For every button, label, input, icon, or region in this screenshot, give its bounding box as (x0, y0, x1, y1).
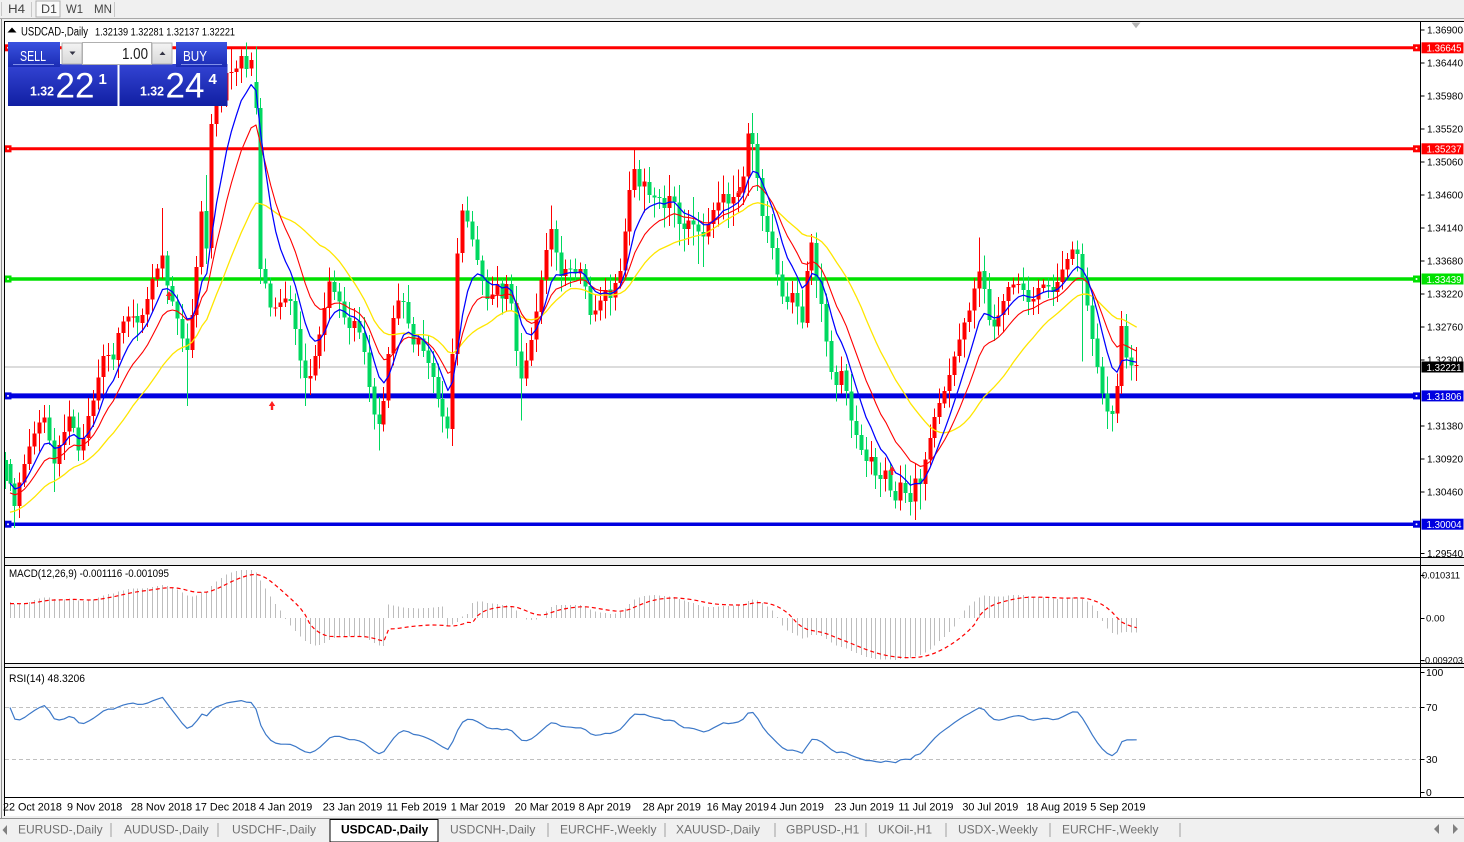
svg-text:1.36645: 1.36645 (1427, 44, 1462, 55)
svg-text:70: 70 (1426, 703, 1438, 714)
svg-text:EURCHF-,Weekly: EURCHF-,Weekly (560, 823, 656, 837)
svg-text:23 Jun 2019: 23 Jun 2019 (835, 802, 894, 814)
svg-text:28 Apr 2019: 28 Apr 2019 (643, 802, 701, 814)
svg-text:5 Sep 2019: 5 Sep 2019 (1090, 802, 1145, 814)
svg-text:1 Mar 2019: 1 Mar 2019 (451, 802, 506, 814)
svg-text:20 Mar 2019: 20 Mar 2019 (515, 802, 576, 814)
svg-text:22 Oct 2018: 22 Oct 2018 (3, 802, 62, 814)
svg-text:1.35520: 1.35520 (1427, 124, 1463, 135)
svg-text:1.31806: 1.31806 (1427, 392, 1462, 403)
svg-text:RSI(14) 48.3206: RSI(14) 48.3206 (9, 673, 85, 685)
svg-text:1.30460: 1.30460 (1427, 487, 1463, 498)
svg-text:23 Jan 2019: 23 Jan 2019 (323, 802, 382, 814)
svg-text:1.33680: 1.33680 (1427, 256, 1463, 267)
svg-text:4 Jan 2019: 4 Jan 2019 (259, 802, 312, 814)
svg-text:1.33220: 1.33220 (1427, 289, 1463, 300)
svg-text:1.32139 1.32281 1.32137 1.3222: 1.32139 1.32281 1.32137 1.32221 (95, 27, 235, 39)
svg-text:SELL: SELL (20, 48, 46, 65)
svg-text:22: 22 (56, 67, 95, 106)
svg-text:1.32300: 1.32300 (1427, 355, 1463, 366)
svg-text:-0.009203: -0.009203 (1422, 656, 1463, 667)
svg-text:1.32: 1.32 (30, 84, 54, 99)
svg-text:1.35060: 1.35060 (1427, 157, 1463, 168)
svg-text:1: 1 (99, 71, 107, 88)
svg-text:XAUUSD-,Daily: XAUUSD-,Daily (676, 823, 760, 837)
svg-text:USDCAD-,Daily: USDCAD-,Daily (21, 27, 88, 39)
svg-text:4: 4 (209, 71, 218, 88)
svg-text:11 Feb 2019: 11 Feb 2019 (387, 802, 447, 814)
svg-text:30 Jul 2019: 30 Jul 2019 (962, 802, 1018, 814)
svg-text:11 Jul 2019: 11 Jul 2019 (898, 802, 953, 814)
svg-text:1.30004: 1.30004 (1427, 520, 1462, 531)
svg-text:9 Nov 2018: 9 Nov 2018 (67, 802, 122, 814)
svg-text:GBPUSD-,H1: GBPUSD-,H1 (786, 823, 860, 837)
svg-text:MN: MN (94, 4, 112, 16)
svg-text:1.32: 1.32 (140, 84, 164, 99)
svg-text:USDCHF-,Daily: USDCHF-,Daily (232, 823, 316, 837)
svg-text:USDCNH-,Daily: USDCNH-,Daily (450, 823, 535, 837)
svg-text:30: 30 (1426, 755, 1438, 766)
svg-text:0: 0 (1426, 788, 1432, 799)
svg-text:1.35980: 1.35980 (1427, 91, 1463, 102)
svg-text:1.33439: 1.33439 (1427, 275, 1462, 286)
svg-text:1.32760: 1.32760 (1427, 322, 1463, 333)
svg-text:USDCAD-,Daily: USDCAD-,Daily (341, 823, 429, 837)
svg-text:24: 24 (166, 67, 205, 106)
svg-text:0.010311: 0.010311 (1422, 571, 1460, 582)
svg-text:17 Dec 2018: 17 Dec 2018 (195, 802, 256, 814)
svg-text:1.31380: 1.31380 (1427, 421, 1463, 432)
svg-text:1.34600: 1.34600 (1427, 190, 1463, 201)
svg-text:1.36900: 1.36900 (1427, 25, 1463, 36)
svg-text:UKOil-,H1: UKOil-,H1 (878, 823, 932, 837)
svg-text:EURUSD-,Daily: EURUSD-,Daily (18, 823, 103, 837)
svg-text:18 Aug 2019: 18 Aug 2019 (1026, 802, 1087, 814)
svg-text:D1: D1 (41, 4, 57, 16)
svg-text:1.35237: 1.35237 (1427, 145, 1462, 156)
svg-text:EURCHF-,Weekly: EURCHF-,Weekly (1062, 823, 1158, 837)
svg-text:16 May 2019: 16 May 2019 (707, 802, 769, 814)
svg-text:USDX-,Weekly: USDX-,Weekly (958, 823, 1038, 837)
svg-text:1.34140: 1.34140 (1427, 223, 1463, 234)
svg-text:H4: H4 (8, 4, 26, 16)
svg-text:1.32221: 1.32221 (1427, 363, 1462, 374)
svg-text:1.36440: 1.36440 (1427, 58, 1463, 69)
svg-text:1.29540: 1.29540 (1427, 549, 1463, 560)
svg-text:1.30920: 1.30920 (1427, 454, 1463, 465)
svg-text:AUDUSD-,Daily: AUDUSD-,Daily (124, 823, 209, 837)
svg-text:W1: W1 (66, 4, 83, 16)
svg-text:28 Nov 2018: 28 Nov 2018 (131, 802, 192, 814)
svg-text:8 Apr 2019: 8 Apr 2019 (579, 802, 631, 814)
svg-text:MACD(12,26,9) -0.001116 -0.001: MACD(12,26,9) -0.001116 -0.001095 (9, 568, 169, 580)
svg-text:0.00: 0.00 (1426, 614, 1445, 625)
svg-text:4 Jun 2019: 4 Jun 2019 (771, 802, 824, 814)
svg-text:100: 100 (1426, 668, 1443, 679)
svg-text:1.00: 1.00 (122, 46, 148, 63)
svg-text:BUY: BUY (183, 48, 207, 65)
